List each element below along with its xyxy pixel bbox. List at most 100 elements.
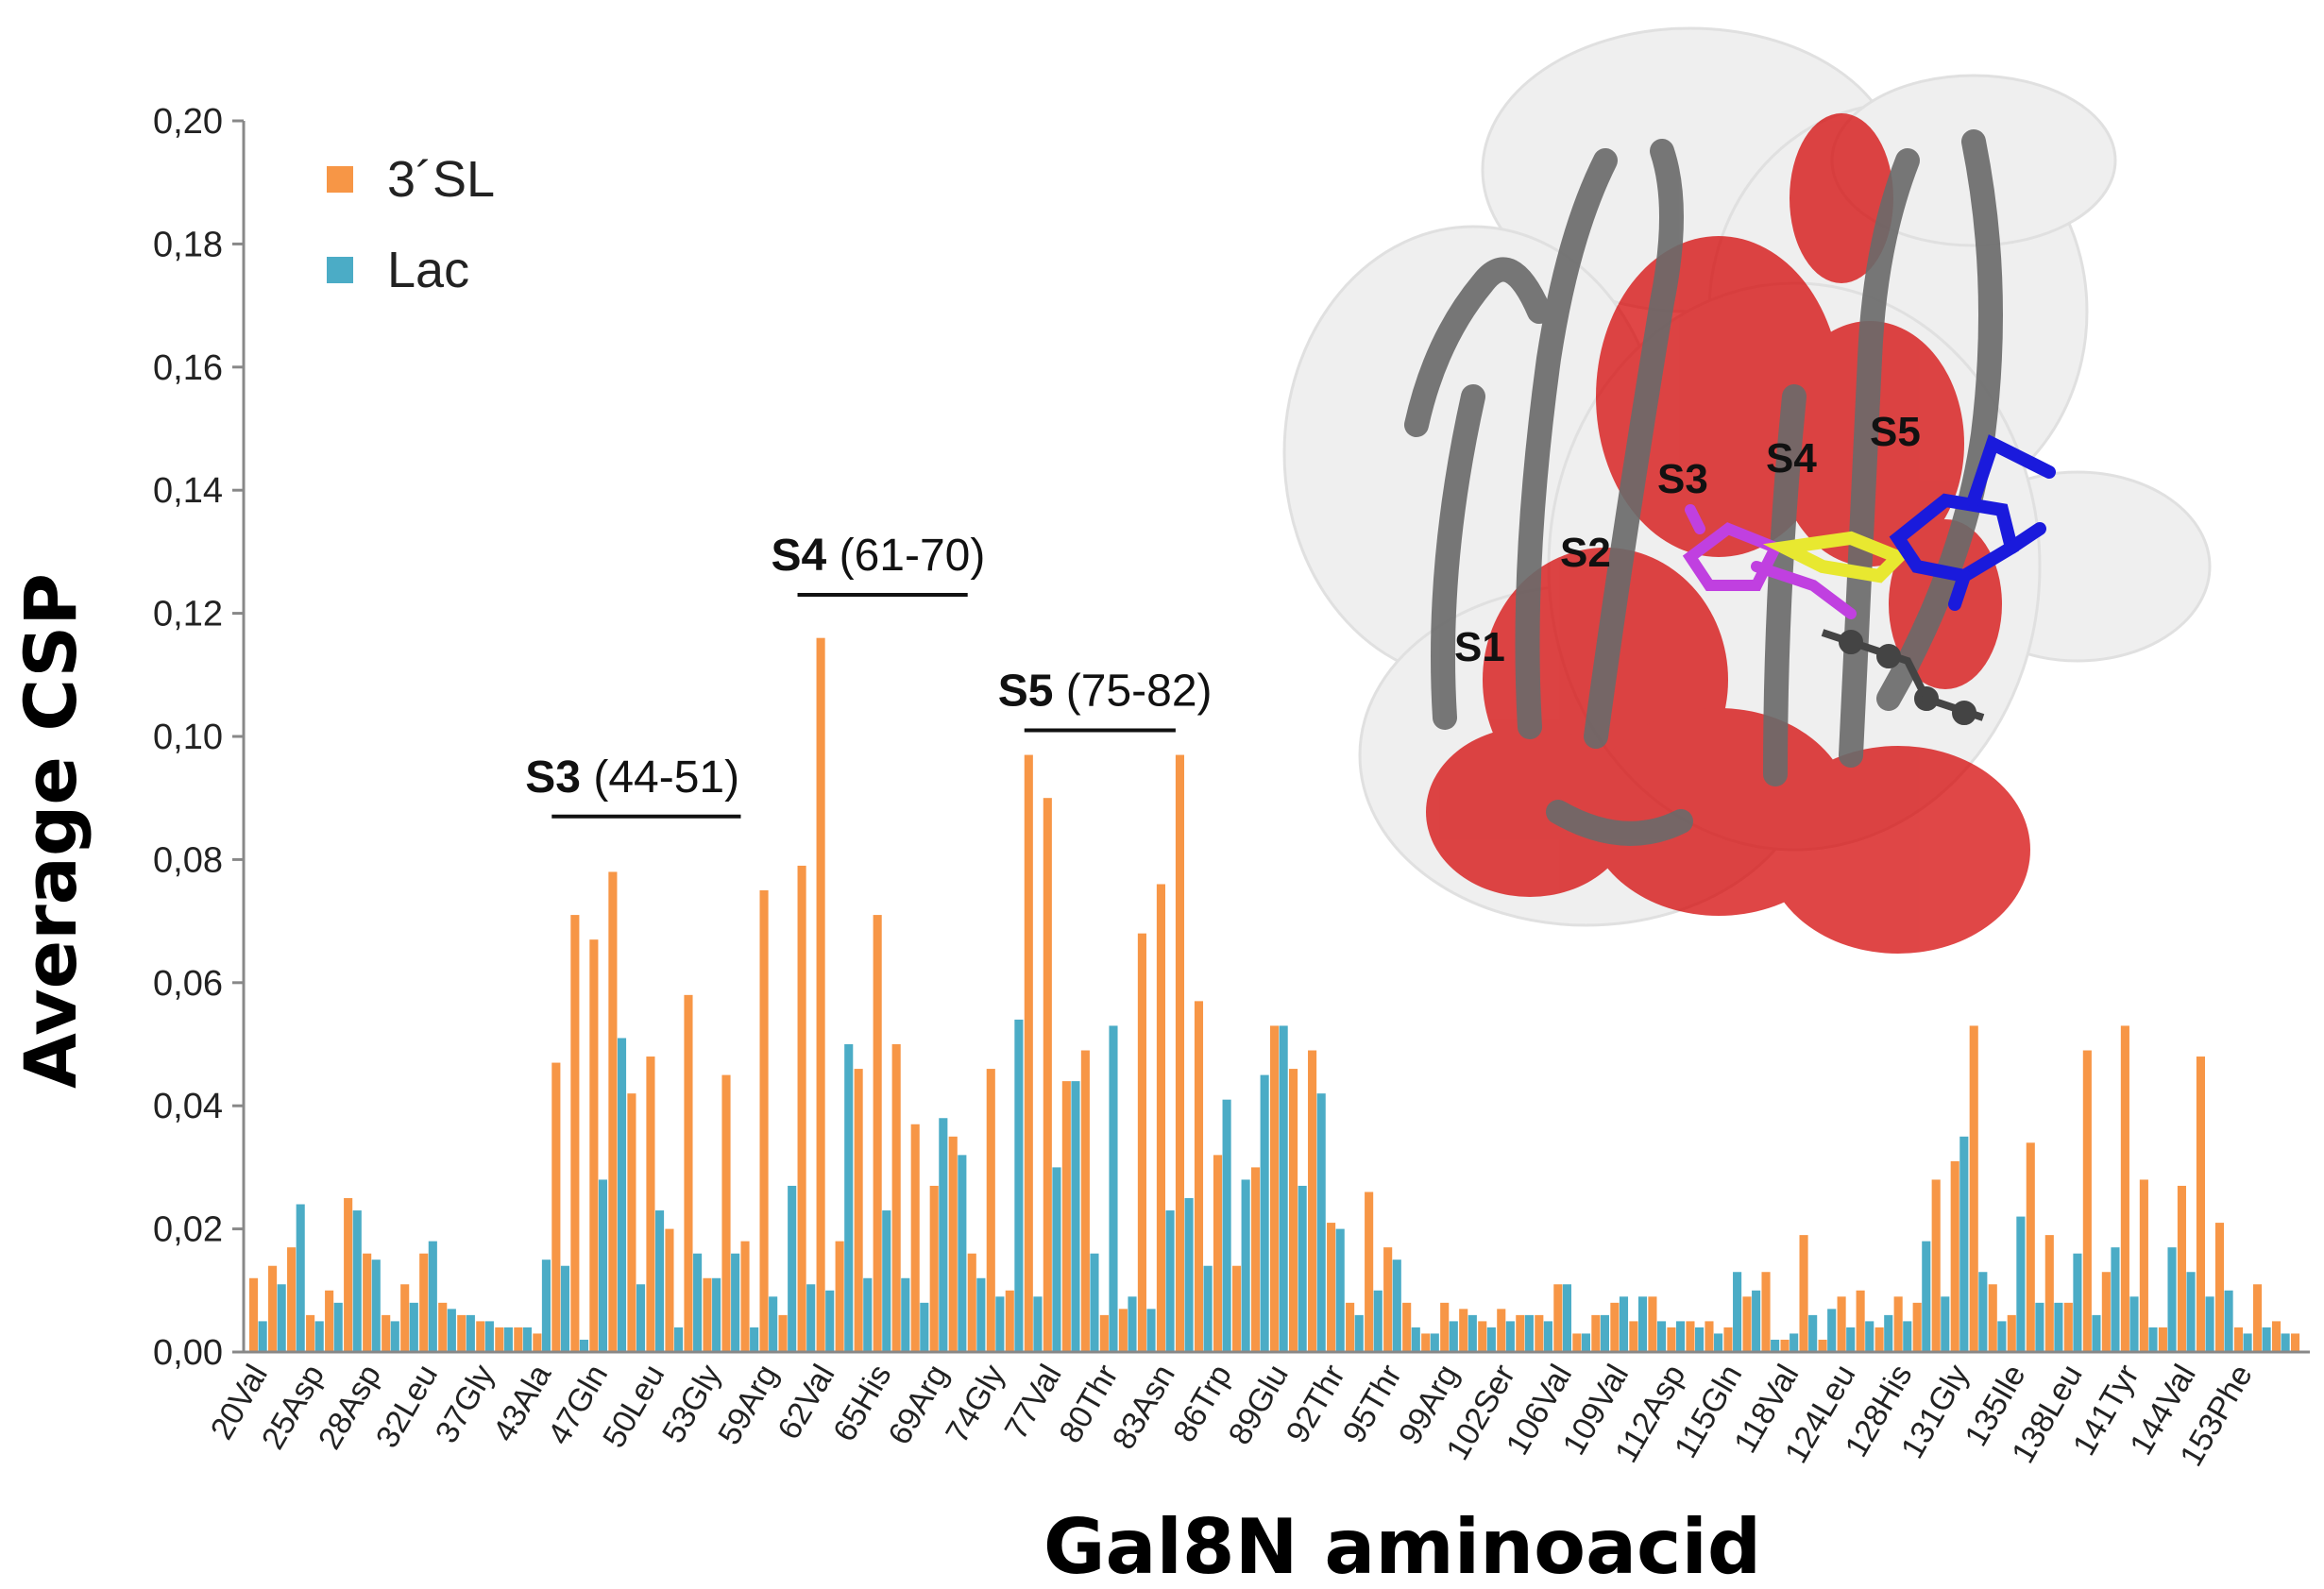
bar-lac: [1430, 1333, 1439, 1352]
bar-3sl: [1346, 1302, 1355, 1352]
bar-3sl: [382, 1314, 391, 1352]
bar-3sl: [457, 1314, 466, 1352]
bar-3sl: [1516, 1314, 1525, 1352]
bar-3sl: [2252, 1284, 2263, 1352]
bar-lac: [1790, 1333, 1799, 1352]
bar-lac: [1846, 1327, 1856, 1352]
bar-3sl: [2196, 1057, 2205, 1352]
bar-lac: [1771, 1339, 1780, 1352]
y-tick-label: 0,06: [153, 964, 223, 1004]
bar-3sl: [1250, 1167, 1261, 1352]
bar-lac: [296, 1204, 305, 1352]
bar-lac: [409, 1302, 418, 1352]
bar-lac: [1146, 1309, 1156, 1352]
annotation-label: S4 (61-70): [772, 531, 986, 581]
x-axis-title: Gal8N aminoacid: [1043, 1503, 1761, 1589]
bar-3sl: [438, 1302, 448, 1352]
bar-3sl: [721, 1074, 731, 1352]
bar-3sl: [1118, 1309, 1128, 1352]
bar-lac: [939, 1118, 948, 1352]
bar-lac: [806, 1284, 816, 1352]
bar-3sl: [740, 1241, 750, 1352]
bar-lac: [1316, 1093, 1326, 1352]
bar-3sl: [551, 1062, 561, 1352]
beta-strand-annotations: S3 (44-51) S4 (61-70) S5 (75-82): [525, 531, 1213, 819]
bar-3sl: [306, 1314, 315, 1352]
bar-3sl: [476, 1321, 485, 1352]
bar-lac: [1714, 1333, 1723, 1352]
bar-3sl: [2177, 1185, 2186, 1352]
strand-label-s5: S5: [1870, 409, 1921, 455]
bar-3sl: [1043, 798, 1052, 1352]
y-tick-label: 0,02: [153, 1210, 223, 1250]
bar-lac: [1884, 1314, 1893, 1352]
bar-3sl: [1572, 1333, 1582, 1352]
bar-lac: [1865, 1321, 1874, 1352]
y-tick-label: 0,00: [153, 1333, 223, 1373]
strand-label-s2: S2: [1560, 530, 1611, 576]
y-tick-label: 0,18: [153, 225, 223, 264]
bar-lac: [2092, 1314, 2101, 1352]
bar-3sl: [1005, 1290, 1014, 1352]
bar-lac: [995, 1296, 1005, 1352]
bar-3sl: [2139, 1179, 2148, 1352]
bar-lac: [863, 1277, 873, 1352]
bar-3sl: [533, 1333, 542, 1352]
bar-lac: [2016, 1216, 2026, 1352]
bar-3sl: [363, 1253, 372, 1352]
bar-lac: [1090, 1253, 1099, 1352]
bar-3sl: [1553, 1284, 1563, 1352]
bar-lac: [901, 1277, 910, 1352]
bar-3sl: [1780, 1339, 1790, 1352]
y-axis-ticks: 0,00 0,02 0,04 0,06 0,08 0,10 0,12 0,14 0,16 0,18…: [153, 102, 244, 1373]
bar-lac: [2224, 1290, 2233, 1352]
bar-3sl: [1723, 1327, 1733, 1352]
bar-lac: [1959, 1136, 1969, 1352]
bar-lac: [674, 1327, 684, 1352]
bar-lac: [371, 1259, 381, 1352]
bar-lac: [1941, 1296, 1950, 1352]
bar-lac: [560, 1265, 570, 1352]
bar-3sl: [1761, 1272, 1771, 1352]
bar-3sl: [703, 1277, 712, 1352]
bar-3sl: [665, 1228, 674, 1352]
bar-lac: [750, 1327, 759, 1352]
bar-lac: [617, 1038, 627, 1352]
bar-lac: [466, 1314, 475, 1352]
bar-lac: [1071, 1081, 1080, 1352]
bar-3sl: [2082, 1050, 2092, 1352]
bar-3sl: [287, 1247, 297, 1352]
bar-lac: [1222, 1099, 1231, 1352]
bar-lac: [882, 1210, 891, 1352]
bar-lac: [1203, 1265, 1213, 1352]
bar-3sl: [1874, 1327, 1884, 1352]
bar-lac: [258, 1321, 267, 1352]
bar-lac: [1335, 1228, 1345, 1352]
bar-3sl: [2290, 1333, 2300, 1352]
bar-lac: [579, 1339, 589, 1352]
bar-3sl: [1837, 1296, 1846, 1352]
bar-lac: [1165, 1210, 1175, 1352]
bar-3sl: [627, 1093, 636, 1352]
bar-lac: [541, 1259, 551, 1352]
bar-lac: [352, 1210, 362, 1352]
bar-lac: [428, 1241, 437, 1352]
y-tick-label: 0,10: [153, 718, 223, 757]
bar-lac: [1600, 1314, 1610, 1352]
bar-3sl: [495, 1327, 504, 1352]
bar-lac: [1827, 1309, 1837, 1352]
bar-3sl: [873, 915, 882, 1352]
bar-lac: [447, 1309, 456, 1352]
strand-label-s1: S1: [1454, 624, 1505, 670]
bar-3sl: [1931, 1179, 1941, 1352]
bar-3sl: [325, 1290, 334, 1352]
bars: [249, 637, 2300, 1352]
bar-lac: [1298, 1185, 1307, 1352]
bar-3sl: [797, 865, 806, 1352]
bar-lac: [1695, 1327, 1705, 1352]
bar-lac: [2243, 1333, 2252, 1352]
bar-3sl: [684, 994, 693, 1352]
bar-lac: [1903, 1321, 1912, 1352]
bar-3sl: [2101, 1272, 2111, 1352]
bar-lac: [788, 1185, 797, 1352]
